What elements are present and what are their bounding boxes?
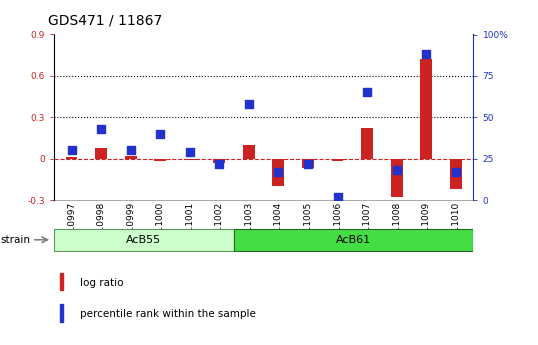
FancyBboxPatch shape — [54, 229, 233, 250]
Point — [245, 101, 253, 107]
Point — [215, 161, 224, 166]
Bar — [243, 145, 255, 159]
Point — [303, 161, 312, 166]
Point — [186, 149, 194, 155]
Bar — [420, 59, 432, 159]
Bar — [154, 159, 166, 161]
Text: percentile rank within the sample: percentile rank within the sample — [80, 309, 256, 319]
Text: strain: strain — [1, 235, 31, 245]
Point — [422, 52, 430, 57]
Bar — [391, 159, 402, 197]
FancyBboxPatch shape — [233, 229, 473, 250]
Text: AcB55: AcB55 — [126, 235, 161, 245]
Point — [67, 148, 76, 153]
Bar — [214, 159, 225, 163]
Point — [392, 168, 401, 173]
Text: GDS471 / 11867: GDS471 / 11867 — [48, 14, 162, 28]
Bar — [60, 273, 63, 290]
Bar — [184, 159, 196, 160]
Bar — [302, 159, 314, 168]
Point — [97, 126, 105, 132]
Bar — [95, 148, 107, 159]
Point — [274, 169, 282, 175]
Text: log ratio: log ratio — [80, 278, 124, 288]
Text: AcB61: AcB61 — [336, 235, 371, 245]
Point — [363, 90, 371, 95]
Bar — [272, 159, 284, 186]
Point — [451, 169, 460, 175]
Bar — [66, 157, 77, 159]
Point — [126, 148, 135, 153]
Point — [156, 131, 165, 137]
Bar — [331, 159, 343, 161]
Point — [333, 194, 342, 199]
Bar — [450, 159, 462, 189]
Bar — [125, 156, 137, 159]
Bar — [60, 304, 63, 322]
Bar — [361, 128, 373, 159]
